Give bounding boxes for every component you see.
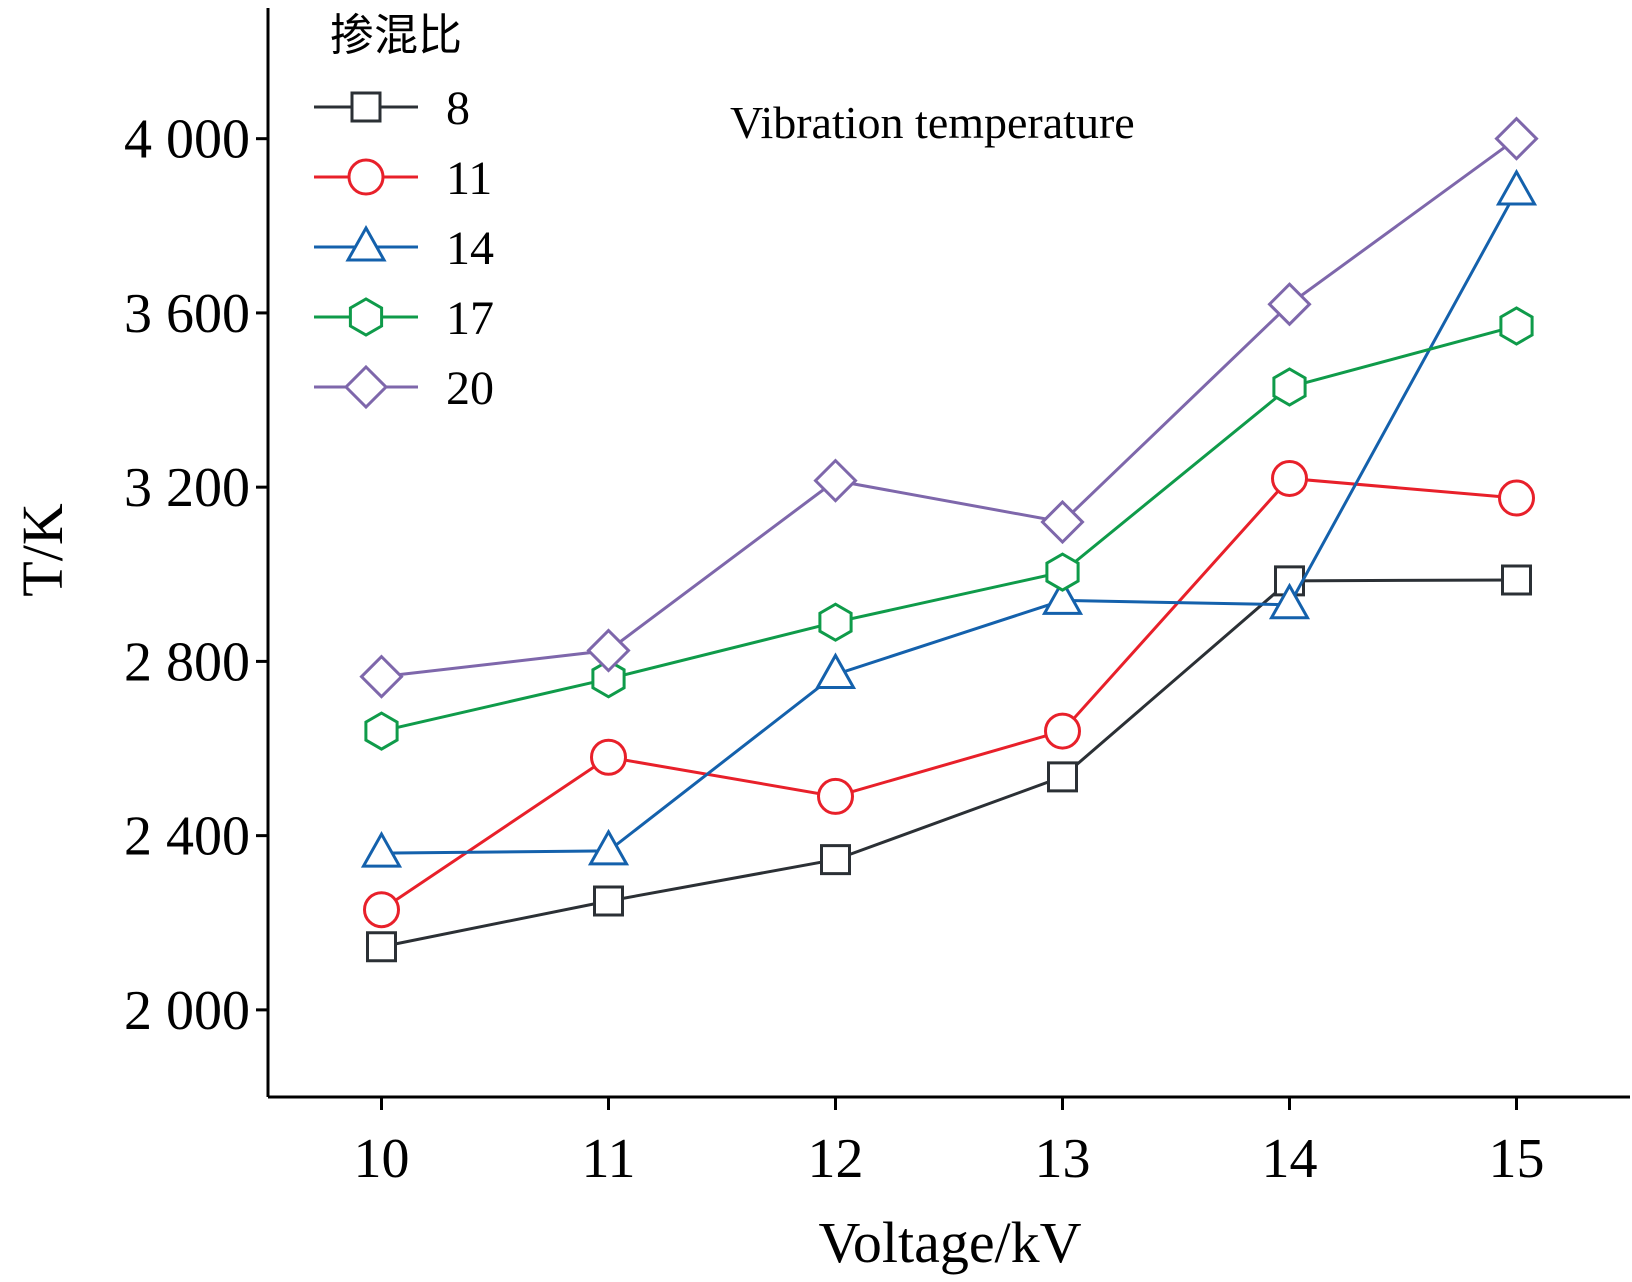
legend-label: 11 <box>446 152 492 205</box>
x-axis-label: Voltage/kV <box>818 1210 1081 1275</box>
legend-label: 8 <box>446 82 470 135</box>
legend-item-8: 8 <box>314 82 470 135</box>
legend-marker <box>348 297 384 337</box>
data-point-20 <box>1494 116 1539 161</box>
legend-item-14: 14 <box>314 222 494 275</box>
data-point-17 <box>1045 552 1080 592</box>
data-point-11 <box>1498 479 1535 517</box>
series-14 <box>360 168 1538 868</box>
legend-marker <box>345 224 387 262</box>
series-line-20 <box>381 137 1518 679</box>
data-point-8 <box>1047 761 1078 793</box>
legend-label: 20 <box>446 362 494 415</box>
legend-label: 17 <box>446 292 494 345</box>
y-tick-label: 3 200 <box>124 457 250 519</box>
y-tick-label: 2 000 <box>124 980 250 1042</box>
data-point-8 <box>1274 565 1305 597</box>
data-point-20 <box>359 654 404 699</box>
axes: 2 000 2 400 2 800 3 200 3 600 4 000 10 11 12 13 14… <box>124 8 1630 1190</box>
data-point-20 <box>813 458 858 503</box>
series-11 <box>363 459 1535 929</box>
chart-annotation: Vibration temperature <box>730 97 1135 148</box>
y-tick-label: 3 600 <box>124 283 250 345</box>
series-layer <box>359 116 1539 963</box>
data-point-11 <box>363 891 400 929</box>
legend-marker <box>347 158 385 196</box>
data-point-14 <box>360 831 403 868</box>
x-tick-label: 14 <box>1262 1128 1318 1190</box>
series-line-14 <box>381 190 1518 855</box>
data-point-20 <box>1267 282 1312 327</box>
series-17 <box>364 306 1534 751</box>
series-line-17 <box>381 324 1517 733</box>
data-point-20 <box>586 628 631 673</box>
data-point-17 <box>1272 367 1307 407</box>
data-point-8 <box>820 844 851 876</box>
data-point-14 <box>814 652 857 689</box>
series-8 <box>366 564 1532 963</box>
legend-title: 掺混比 <box>330 11 462 60</box>
data-point-11 <box>817 777 854 815</box>
series-20 <box>359 116 1539 699</box>
x-tick-label: 12 <box>808 1128 864 1190</box>
y-tick-label: 4 000 <box>124 109 250 171</box>
legend-label: 14 <box>446 222 494 275</box>
x-tick-label: 15 <box>1489 1128 1545 1190</box>
data-point-11 <box>590 738 627 776</box>
legend-marker <box>343 364 389 410</box>
legend-item-17: 17 <box>314 292 494 345</box>
data-point-8 <box>1501 564 1532 596</box>
series-line-8 <box>381 578 1517 949</box>
legend: 掺混比 8 11 14 17 20 <box>314 11 494 415</box>
y-tick-label: 2 400 <box>124 806 250 868</box>
data-point-17 <box>364 711 399 751</box>
legend-marker <box>350 91 382 123</box>
y-tick-label: 2 800 <box>124 631 250 693</box>
data-point-8 <box>366 931 397 963</box>
data-point-17 <box>591 659 626 699</box>
data-point-14 <box>1495 168 1538 206</box>
x-tick-label: 13 <box>1035 1128 1091 1190</box>
data-point-17 <box>1499 306 1534 346</box>
y-axis-label: T/K <box>10 503 75 597</box>
x-tick-label: 10 <box>354 1128 410 1190</box>
legend-item-20: 20 <box>314 362 494 415</box>
data-point-17 <box>818 602 853 642</box>
data-point-14 <box>587 828 630 866</box>
data-point-8 <box>593 885 624 917</box>
data-point-11 <box>1044 712 1081 750</box>
data-point-20 <box>1040 499 1085 545</box>
data-point-11 <box>1271 459 1308 497</box>
x-tick-label: 11 <box>582 1128 636 1190</box>
data-point-14 <box>1041 578 1084 615</box>
legend-item-11: 11 <box>314 152 492 205</box>
series-line-11 <box>380 476 1517 911</box>
data-point-14 <box>1268 582 1311 620</box>
